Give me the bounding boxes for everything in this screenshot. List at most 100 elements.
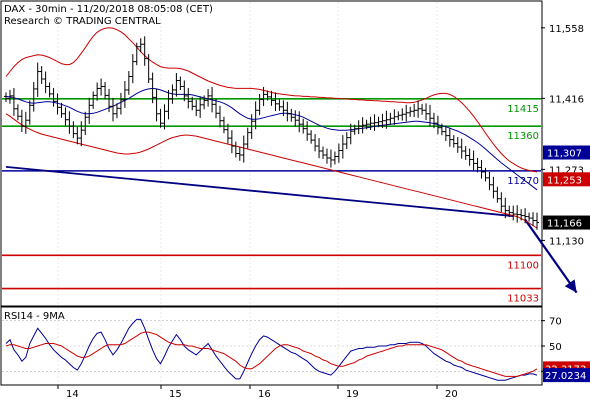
rsi-y-tick-label: 70 [549,317,562,328]
price-bar [467,148,472,166]
price-bar [27,100,32,125]
price-bar [4,92,8,102]
chart-subtitle: Research © TRADING CENTRAL [4,16,161,27]
price-bar [23,111,28,134]
price-bar [118,92,123,115]
price-bar [380,113,385,128]
price-bar [328,149,333,168]
price-bar [257,93,262,116]
price-bar [447,127,452,147]
x-tick-label: 15 [169,389,182,400]
price-bar [229,130,234,154]
price-bar [79,121,84,147]
price-y-tick-label: 11,130 [549,236,584,247]
price-y-tick-label: 11,558 [549,24,584,35]
price-bar [305,121,310,141]
price-bar [471,150,476,172]
price-bar [11,87,16,116]
price-bar [455,137,460,153]
price-bar [138,38,143,53]
price-tag-11,253 [543,172,590,187]
price-bar [249,114,254,139]
price-bar [301,118,306,134]
price-bar [233,141,238,158]
price-bar [439,123,444,136]
price-bar [31,81,36,112]
price-y-axis: 11,558 11,416 11,273 11,130 [541,24,584,247]
price-bar [388,112,393,125]
price-bar [241,135,246,163]
price-bar [431,112,436,129]
price-bar [154,88,159,122]
price-bar [47,82,52,98]
price-bar [356,120,361,135]
price-bar [360,117,365,134]
level-label-11033: 11033 [507,294,539,305]
price-bar [293,110,298,127]
forecast-arrow-head [564,279,577,293]
chart-title: DAX - 30min - 11/20/2018 08:05:08 (CET) [4,4,213,15]
price-bar [83,111,88,136]
price-bar [372,114,377,131]
price-bar [174,73,179,97]
price-bar [511,205,516,221]
price-bar [150,72,155,104]
price-bar [265,90,270,101]
price-bar [19,109,24,132]
price-bar [344,132,349,149]
rsi-tag-27.0234 [543,368,590,383]
price-bar [67,111,72,134]
price-bar [392,109,397,125]
price-tag-label: 11,166 [547,219,582,230]
rsi-tags: 32.317327.0234 [543,361,590,383]
price-y-tick-label: 11,273 [549,165,584,176]
price-bar [384,110,389,129]
price-bar [495,186,500,203]
price-bar [289,108,294,122]
price-tag-label: 11,307 [547,149,582,160]
price-bar [332,151,337,165]
price-bar [214,98,219,119]
price-bar [459,138,464,159]
rsi-panel: 705030 32.317327.0234 RSI14 - 9MA [0,306,590,386]
rsi-title: RSI14 - 9MA [4,311,65,322]
price-bar [166,89,171,120]
price-bar [99,78,104,96]
price-bar [237,147,242,161]
price-plot-frame [0,0,543,307]
price-bar [59,102,64,118]
price-bar [190,96,195,111]
price-bar [451,135,456,148]
price-bar [95,82,100,101]
price-bar [408,106,413,117]
rsi-series [5,318,538,381]
price-bar [404,104,409,122]
price-bar [75,126,80,145]
price-bar [352,124,357,135]
rsi-y-tick-label: 50 [549,342,562,353]
price-bar [206,88,211,107]
price-bar [269,90,274,106]
forecast-arrow-shaft [524,218,578,294]
price-bar [39,66,44,84]
price-bar [523,208,528,224]
moving-average-line [5,87,538,191]
price-bar [364,119,369,130]
price-bar [479,159,484,179]
price-bar [225,123,230,144]
price-bars [4,36,539,230]
price-bar [277,99,282,111]
price-bar [182,80,187,102]
price-tag-11,166 [543,215,590,230]
price-bar [55,93,60,115]
price-bar [503,197,508,219]
level-label-11360: 11360 [507,131,539,142]
rsi-grid [2,308,541,384]
x-axis: 14 15 16 19 20 [57,385,458,400]
x-tick-label: 19 [346,389,359,400]
price-tags: 11,307 11,253 11,166 [543,145,590,230]
price-bar [519,209,524,221]
price-bar [416,100,421,118]
rsi-line [5,318,538,381]
